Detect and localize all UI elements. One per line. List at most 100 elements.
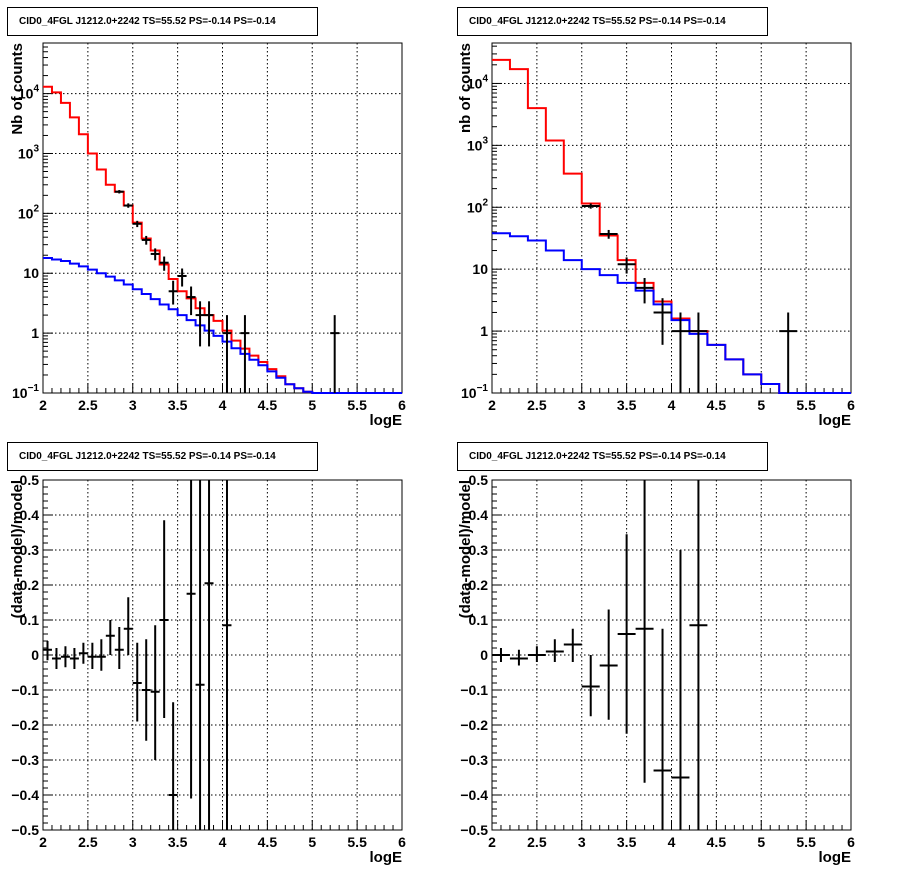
data-point xyxy=(177,268,187,287)
x-tick-label: 4.5 xyxy=(707,397,727,413)
data-point xyxy=(141,639,151,741)
x-tick-label: 2 xyxy=(488,397,496,413)
y-tick-label: 102 xyxy=(18,203,40,221)
y-tick-label: 0.3 xyxy=(20,542,40,558)
x-tick-label: 5 xyxy=(757,397,765,413)
data-point xyxy=(330,315,340,393)
x-tick-label: 3.5 xyxy=(617,397,637,413)
x-tick-label: 4 xyxy=(668,834,676,850)
data-point xyxy=(635,278,654,304)
data-point xyxy=(617,257,636,274)
x-axis-label: logE xyxy=(819,849,852,866)
data-point xyxy=(204,480,214,830)
data-point xyxy=(51,648,61,669)
y-tick-label: 0.2 xyxy=(20,577,40,593)
data-point xyxy=(617,534,636,734)
data-point xyxy=(635,480,654,783)
title-box xyxy=(457,442,768,471)
data-point xyxy=(653,628,672,830)
x-axis-label: logE xyxy=(819,412,852,429)
data-point xyxy=(186,286,196,316)
x-tick-label: 6 xyxy=(398,834,406,850)
y-tick-label: 10 xyxy=(23,265,39,281)
x-axis-label: logE xyxy=(370,412,403,429)
data-point xyxy=(114,190,124,194)
y-tick-label: −0.3 xyxy=(11,752,39,768)
x-tick-label: 2.5 xyxy=(78,397,98,413)
data-point xyxy=(671,550,690,830)
y-tick-label: 1 xyxy=(480,323,488,339)
x-tick-label: 2.5 xyxy=(527,397,547,413)
data-point xyxy=(159,256,169,271)
x-tick-label: 3 xyxy=(578,834,586,850)
title-box xyxy=(7,7,318,36)
x-tick-label: 4.5 xyxy=(258,397,278,413)
data-point xyxy=(689,480,708,830)
x-tick-label: 5.5 xyxy=(796,397,816,413)
y-tick-label: 102 xyxy=(467,197,489,215)
data-point xyxy=(509,649,528,666)
x-tick-label: 3 xyxy=(578,397,586,413)
x-tick-label: 3.5 xyxy=(168,397,188,413)
y-tick-label: −0.2 xyxy=(460,717,488,733)
y-axis-label: nb of counts xyxy=(457,43,474,133)
x-tick-label: 2 xyxy=(39,397,47,413)
y-tick-label: 0.3 xyxy=(469,542,489,558)
data-point xyxy=(599,609,618,720)
data-point xyxy=(159,520,169,718)
data-point xyxy=(581,655,600,717)
y-tick-label: −0.1 xyxy=(460,682,488,698)
y-tick-label: −0.4 xyxy=(460,787,488,803)
data-point xyxy=(689,312,708,393)
x-tick-label: 5 xyxy=(308,397,316,413)
data-point xyxy=(563,628,582,662)
data-point xyxy=(150,625,160,760)
data-point xyxy=(492,648,510,662)
x-tick-label: 2.5 xyxy=(527,834,547,850)
data-point xyxy=(599,229,618,239)
y-tick-label: −0.5 xyxy=(460,822,488,838)
data-point xyxy=(204,301,214,347)
y-tick-label: −0.4 xyxy=(11,787,39,803)
y-tick-label: 0 xyxy=(480,647,488,663)
data-point xyxy=(671,312,690,393)
data-point xyxy=(195,301,205,347)
data-point xyxy=(240,315,250,393)
y-axis-label: (data-model)/model xyxy=(457,480,474,618)
title-box xyxy=(457,7,768,36)
data-point xyxy=(168,702,178,830)
data-point xyxy=(43,641,52,661)
chart-panel-top-right: CID0_4FGL J1212.0+2242 TS=55.52 PS=-0.14… xyxy=(457,7,855,429)
x-tick-label: 4 xyxy=(668,397,676,413)
y-tick-label: 0.5 xyxy=(20,472,40,488)
data-point xyxy=(123,203,133,208)
chart-panel-bottom-right: CID0_4FGL J1212.0+2242 TS=55.52 PS=-0.14… xyxy=(457,442,855,866)
y-axis-label: (data-model)/model xyxy=(9,480,26,618)
y-tick-label: −0.1 xyxy=(11,682,39,698)
data-point xyxy=(60,646,70,668)
data-point xyxy=(87,642,97,669)
y-tick-label: 104 xyxy=(467,73,489,91)
y-tick-label: 0.4 xyxy=(469,507,489,523)
x-axis-label: logE xyxy=(370,849,403,866)
data-point xyxy=(527,646,546,662)
data-point xyxy=(150,248,160,261)
x-tick-label: 2 xyxy=(488,834,496,850)
data-point xyxy=(195,480,205,830)
x-tick-label: 3.5 xyxy=(617,834,637,850)
y-tick-label: −0.2 xyxy=(11,717,39,733)
chart-title: CID0_4FGL J1212.0+2242 TS=55.52 PS=-0.14… xyxy=(469,451,726,462)
x-tick-label: 4 xyxy=(219,397,227,413)
y-tick-label: −0.3 xyxy=(460,752,488,768)
y-tick-label: 0.2 xyxy=(469,577,489,593)
x-tick-label: 4.5 xyxy=(707,834,727,850)
y-tick-label: 10−1 xyxy=(12,383,39,401)
y-tick-label: 10 xyxy=(472,261,488,277)
x-tick-label: 3 xyxy=(129,397,137,413)
chart-title: CID0_4FGL J1212.0+2242 TS=55.52 PS=-0.14… xyxy=(469,16,726,27)
data-point xyxy=(105,620,115,655)
y-tick-label: 0.5 xyxy=(469,472,489,488)
histogram-series-1 xyxy=(492,232,851,394)
chart-panel-top-left: CID0_4FGL J1212.0+2242 TS=55.52 PS=-0.14… xyxy=(7,7,406,429)
